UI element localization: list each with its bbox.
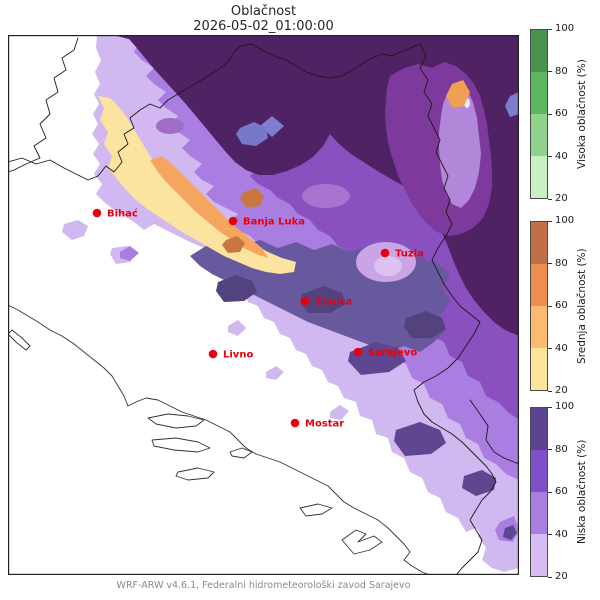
coastline xyxy=(8,304,431,575)
colorbar-tick xyxy=(548,71,552,72)
city-marker xyxy=(300,296,310,306)
city-markers: Bihać Banja Luka Tuzla Zenica Livno Sarajevo M… xyxy=(92,208,424,430)
colorbar-tick-label: 100 xyxy=(555,401,575,412)
city-label: Bihać xyxy=(107,208,138,220)
colorbar-tick-label: 40 xyxy=(555,342,568,354)
figure-title: Oblačnost 2026-05-02_01:00:00 xyxy=(8,4,519,34)
cloud-field xyxy=(62,35,519,572)
colorbar-tick-label: 20 xyxy=(555,193,568,204)
city-label: Tuzla xyxy=(395,249,424,260)
country-borders xyxy=(8,37,519,575)
island xyxy=(8,329,31,351)
colorbar-tick-label: 20 xyxy=(555,385,568,396)
colorbar-tick-label: 100 xyxy=(555,215,575,226)
colorbar-axis-label: Visoka oblačnost (%) xyxy=(576,59,588,169)
colorbar-segment xyxy=(531,222,547,264)
island xyxy=(151,437,211,453)
island xyxy=(175,467,215,481)
colorbar-axis-label: Srednja oblačnost (%) xyxy=(576,248,588,364)
city-label: Sarajevo xyxy=(368,348,417,359)
city-marker xyxy=(92,208,102,218)
colorbar-tick xyxy=(548,576,552,578)
colorbar-tick xyxy=(548,534,552,535)
colorbar-tick-label: 20 xyxy=(555,571,568,582)
colorbar-niska xyxy=(530,407,548,577)
colorbar-tick-label: 60 xyxy=(555,486,568,497)
colorbar-tick-label: 60 xyxy=(555,108,568,119)
colorbar-segment xyxy=(531,348,547,390)
border-east xyxy=(469,399,519,465)
colorbar-tick xyxy=(548,390,552,392)
colorbar-tick-label: 80 xyxy=(555,257,568,269)
colorbar-tick xyxy=(548,305,552,307)
colorbar-tick-label: 40 xyxy=(555,150,568,162)
colorbar-segment xyxy=(531,408,547,450)
city-label: Livno xyxy=(223,350,253,361)
colorbar-tick xyxy=(548,263,552,264)
peninsula xyxy=(341,529,383,555)
island xyxy=(147,413,205,429)
colorbar-tick xyxy=(548,198,552,200)
colorbar-segment xyxy=(531,114,547,156)
colorbar-tick xyxy=(548,449,552,450)
city-marker xyxy=(380,248,390,258)
colorbar-visoka xyxy=(530,29,548,199)
border-bosnia xyxy=(8,43,497,575)
title-line2: 2026-05-02_01:00:00 xyxy=(193,19,334,34)
colorbar-segment xyxy=(531,534,547,576)
city-marker xyxy=(208,349,218,359)
map-area: Bihać Banja Luka Tuzla Zenica Livno Sarajevo M… xyxy=(8,35,519,575)
title-line1: Oblačnost xyxy=(230,4,297,19)
city-marker xyxy=(353,347,363,357)
city-label: Mostar xyxy=(305,419,344,430)
colorbar-tick xyxy=(548,491,552,493)
colorbar-tick-label: 80 xyxy=(555,443,568,455)
colorbar-tick-label: 60 xyxy=(555,300,568,311)
colorbar-tick xyxy=(548,28,552,30)
map-frame xyxy=(8,35,519,575)
colorbar-segment xyxy=(531,306,547,348)
city-label: Zenica xyxy=(315,297,352,308)
city-marker xyxy=(228,216,238,226)
colorbar-tick xyxy=(548,348,552,349)
island xyxy=(229,447,253,459)
colorbar-tick-label: 40 xyxy=(555,528,568,540)
colorbar-segment xyxy=(531,450,547,492)
weather-map: Bihać Banja Luka Tuzla Zenica Livno Sarajevo M… xyxy=(8,35,519,575)
city-label: Banja Luka xyxy=(243,217,305,228)
city-marker xyxy=(290,418,300,428)
colorbar-axis-label: Niska oblačnost (%) xyxy=(576,439,588,545)
colorbar-segment xyxy=(531,30,547,72)
island xyxy=(299,503,333,517)
colorbar-segment xyxy=(531,264,547,306)
colorbar-segment xyxy=(531,156,547,198)
colorbar-tick xyxy=(548,113,552,115)
colorbar-segment xyxy=(531,492,547,534)
colorbar-tick-label: 80 xyxy=(555,65,568,77)
colorbar-tick xyxy=(548,406,552,408)
colorbar-segment xyxy=(531,72,547,114)
footer-credit: WRF-ARW v4.6.1, Federalni hidrometeorolo… xyxy=(116,580,411,591)
colorbar-tick-label: 100 xyxy=(555,23,575,34)
colorbar-srednja xyxy=(530,221,548,391)
colorbar-tick xyxy=(548,220,552,222)
colorbar-tick xyxy=(548,156,552,157)
